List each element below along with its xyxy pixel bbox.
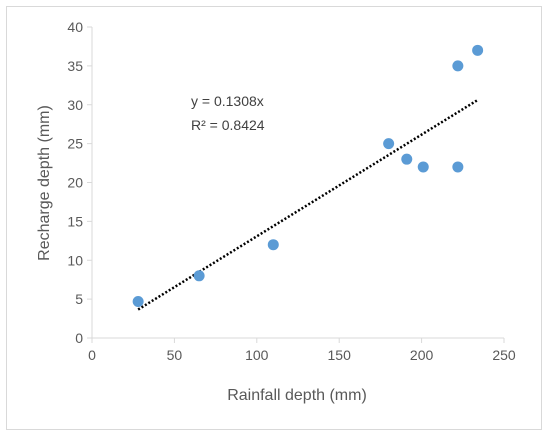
y-tick-label: 15 bbox=[67, 213, 83, 229]
data-point bbox=[383, 138, 395, 150]
y-tick-labels: 0 5 10 15 20 25 30 35 40 bbox=[67, 19, 92, 346]
y-tick-label: 20 bbox=[67, 175, 83, 191]
y-tick-label: 25 bbox=[67, 136, 83, 152]
y-tick-label: 30 bbox=[67, 97, 83, 113]
data-point bbox=[417, 161, 429, 173]
x-tick-label: 100 bbox=[245, 347, 269, 363]
trendline-equation: y = 0.1308x bbox=[191, 93, 264, 109]
x-tick-label: 150 bbox=[328, 347, 352, 363]
data-point bbox=[472, 44, 484, 56]
data-point bbox=[452, 161, 464, 173]
x-tick-label: 50 bbox=[167, 347, 183, 363]
data-point bbox=[452, 60, 464, 72]
y-tick-label: 35 bbox=[67, 58, 83, 74]
x-tick-label: 250 bbox=[492, 347, 516, 363]
data-point bbox=[193, 270, 205, 282]
y-tick-label: 40 bbox=[67, 19, 83, 35]
trendline bbox=[137, 98, 479, 311]
y-axis-title: Recharge depth (mm) bbox=[36, 105, 53, 261]
x-axis-title: Rainfall depth (mm) bbox=[227, 387, 367, 404]
x-tick-label: 200 bbox=[410, 347, 434, 363]
data-point bbox=[132, 295, 144, 307]
trendline-path bbox=[137, 98, 479, 311]
data-point bbox=[267, 239, 279, 251]
y-tick-label: 5 bbox=[75, 291, 83, 307]
trendline-r-squared: R² = 0.8424 bbox=[191, 117, 265, 133]
x-tick-labels: 0 50 100 150 200 250 bbox=[88, 338, 516, 363]
data-points bbox=[132, 44, 484, 307]
y-tick-label: 10 bbox=[67, 252, 83, 268]
chart-frame bbox=[6, 6, 542, 430]
y-tick-label: 0 bbox=[75, 330, 83, 346]
x-tick-label: 0 bbox=[88, 347, 96, 363]
data-point bbox=[401, 153, 413, 165]
